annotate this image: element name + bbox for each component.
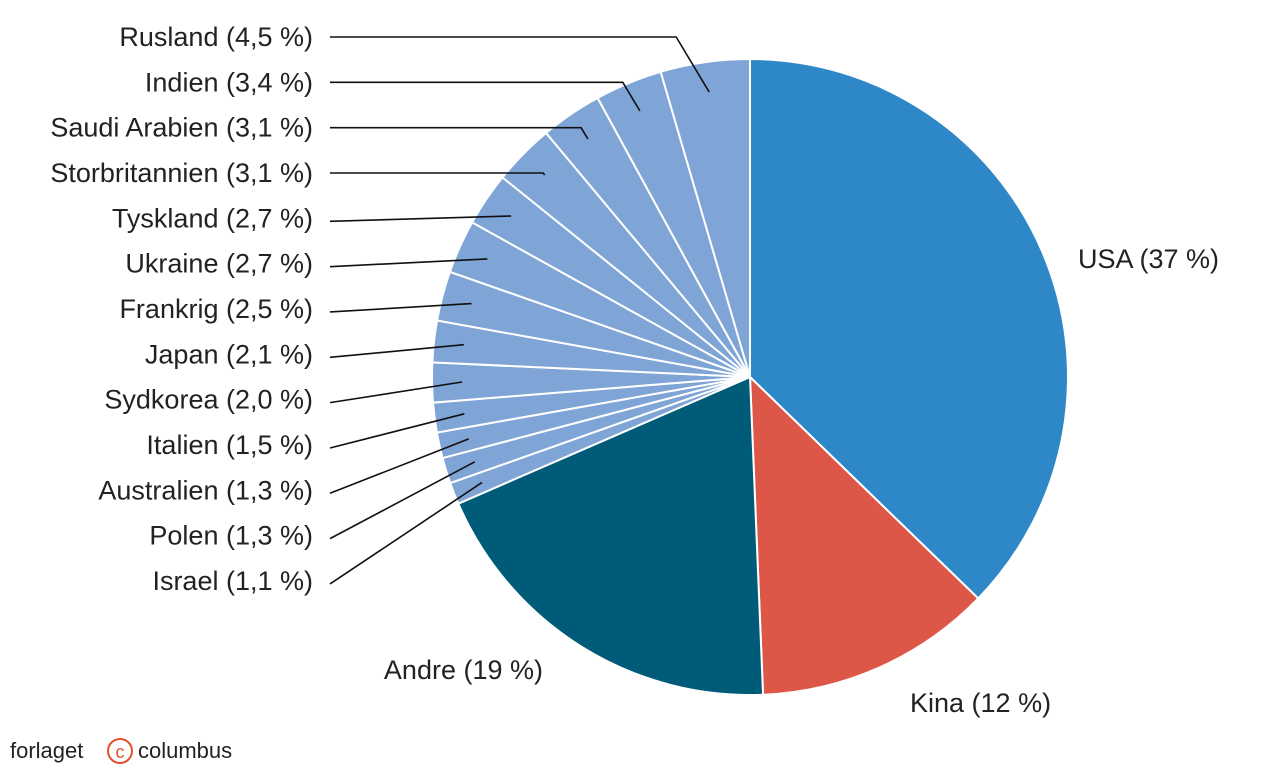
- label-kina: Kina (12 %): [910, 688, 1051, 718]
- leader-indien: [330, 81, 641, 112]
- leader-ukraine: [329, 258, 488, 268]
- leader-saudi-arabien: [330, 126, 589, 140]
- label-storbritannien: Storbritannien (3,1 %): [50, 158, 313, 188]
- label-frankrig: Frankrig (2,5 %): [119, 294, 313, 324]
- leader-polen: [329, 461, 476, 540]
- leader-frankrig: [329, 302, 472, 313]
- label-sydkorea: Sydkorea (2,0 %): [104, 385, 313, 415]
- label-saudi-arabien: Saudi Arabien (3,1 %): [50, 113, 313, 143]
- label-italien: Italien (1,5 %): [146, 430, 313, 460]
- leader-australien: [329, 438, 470, 495]
- label-ukraine: Ukraine (2,7 %): [125, 249, 313, 279]
- logo-text-right: columbus: [138, 738, 232, 763]
- slice-kina: [748, 374, 980, 696]
- label-indien: Indien (3,4 %): [145, 67, 313, 97]
- label-israel: Israel (1,1 %): [152, 566, 313, 596]
- label-japan: Japan (2,1 %): [145, 339, 313, 369]
- label-andre: Andre (19 %): [384, 655, 543, 685]
- publisher-logo: forlaget c columbus: [10, 738, 232, 764]
- slice-usa: [749, 57, 1069, 600]
- slice-labels: USA (37 %) Kina (12 %) Andre (19 %) Israel …: [50, 22, 1219, 718]
- pie-slices: [431, 57, 1069, 696]
- slice-rusland: [659, 57, 751, 378]
- leader-rusland: [330, 36, 710, 93]
- label-usa: USA (37 %): [1078, 244, 1219, 274]
- leader-italien: [329, 413, 465, 449]
- leader-sydkorea: [329, 381, 463, 404]
- logo-text-left: forlaget: [10, 738, 83, 763]
- copyright-mark: c: [116, 742, 125, 762]
- label-polen: Polen (1,3 %): [149, 521, 313, 551]
- leader-israel: [329, 481, 483, 585]
- label-tyskland: Tyskland (2,7 %): [112, 203, 313, 233]
- label-rusland: Rusland (4,5 %): [119, 22, 313, 52]
- slice-andre: [457, 375, 765, 696]
- leader-tyskland: [329, 215, 512, 223]
- leader-storbritannien: [330, 172, 546, 176]
- leader-lines: [329, 36, 710, 585]
- copyright-circle-icon: [107, 738, 133, 764]
- label-australien: Australien (1,3 %): [98, 475, 313, 505]
- leader-japan: [329, 343, 464, 359]
